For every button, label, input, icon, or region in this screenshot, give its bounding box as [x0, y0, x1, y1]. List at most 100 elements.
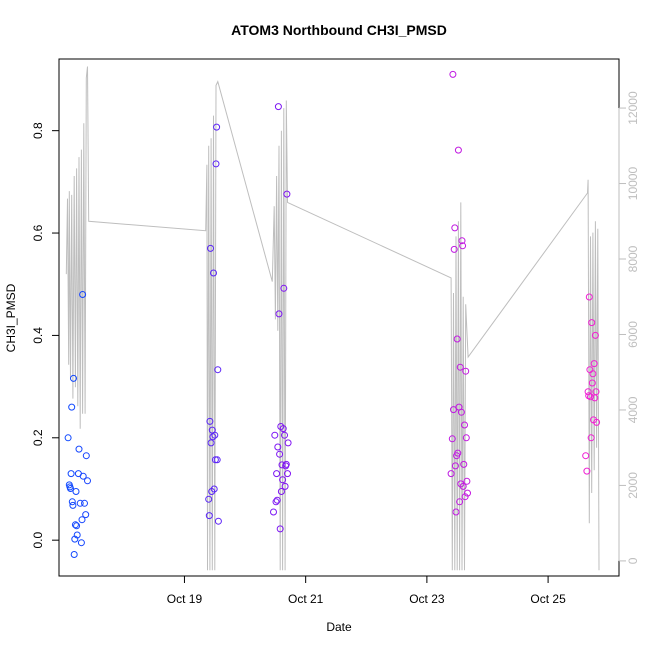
- data-point: [591, 331, 599, 339]
- data-point: [284, 439, 292, 447]
- data-point: [456, 363, 464, 371]
- data-point: [82, 452, 90, 460]
- data-point: [451, 224, 459, 232]
- data-point: [68, 498, 76, 506]
- data-point: [464, 489, 471, 497]
- data-point: [451, 462, 459, 470]
- data-point: [207, 439, 215, 447]
- data-point: [213, 123, 221, 131]
- data-point: [69, 501, 77, 509]
- data-point: [593, 418, 601, 426]
- data-point: [276, 525, 284, 533]
- data-point: [81, 499, 88, 507]
- data-point: [448, 435, 456, 443]
- data-point: [214, 366, 222, 374]
- chart-title: ATOM3 Northbound CH3I_PMSD: [231, 22, 447, 38]
- data-point: [462, 367, 470, 375]
- data-point: [77, 539, 85, 547]
- data-point: [71, 521, 79, 529]
- data-point: [456, 498, 464, 506]
- data-point: [280, 284, 288, 292]
- data-point: [452, 508, 460, 516]
- data-point: [454, 146, 462, 154]
- data-point: [589, 370, 597, 378]
- data-point: [463, 477, 471, 485]
- data-point: [272, 498, 280, 506]
- data-point: [274, 103, 282, 111]
- data-point: [447, 470, 455, 478]
- data-point: [64, 434, 72, 442]
- data-point: [78, 516, 86, 524]
- data-point: [459, 242, 467, 250]
- data-point: [79, 291, 87, 298]
- data-point: [279, 476, 287, 484]
- data-point: [68, 403, 76, 411]
- data-point: [449, 70, 457, 78]
- data-point: [582, 452, 590, 460]
- data-point: [461, 493, 469, 501]
- y2-tick-label: 12000: [626, 91, 640, 125]
- data-point: [587, 393, 594, 401]
- data-point: [210, 269, 217, 277]
- data-point: [67, 470, 75, 478]
- data-point: [460, 460, 468, 468]
- data-point: [271, 431, 279, 439]
- data-point: [205, 495, 213, 503]
- y2-tick-label: 0: [626, 557, 640, 564]
- data-point: [273, 496, 281, 504]
- data-point: [72, 488, 80, 495]
- data-point: [283, 190, 291, 198]
- data-point: [73, 522, 81, 530]
- data-point: [454, 449, 462, 457]
- data-point: [453, 335, 461, 343]
- data-point: [211, 431, 219, 439]
- data-point: [79, 472, 87, 480]
- data-point: [588, 379, 596, 387]
- altitude-line-layer: [65, 66, 600, 571]
- data-point: [210, 485, 218, 493]
- data-point: [84, 477, 91, 485]
- y2-tick-label: 10000: [626, 167, 640, 201]
- data-point: [70, 551, 78, 558]
- data-point: [281, 482, 289, 490]
- x-tick-label: Oct 23: [409, 592, 445, 606]
- data-point: [585, 293, 593, 301]
- data-point: [67, 485, 74, 492]
- data-point: [212, 160, 220, 168]
- data-point: [279, 425, 287, 433]
- y2-tick-label: 6000: [626, 321, 640, 348]
- y-axis: 0.0 0.2 0.4 0.6 0.8: [31, 122, 60, 549]
- data-point: [458, 237, 466, 245]
- data-point: [277, 488, 285, 495]
- data-point: [583, 467, 591, 475]
- data-point: [457, 408, 465, 416]
- y2-tick-label: 8000: [626, 245, 640, 272]
- data-point: [462, 434, 470, 442]
- y-axis-label: CH3I_PMSD: [4, 283, 18, 352]
- y-tick-label: 0.6: [31, 224, 45, 241]
- x-tick-label: Oct 21: [288, 592, 324, 606]
- data-point: [270, 508, 277, 516]
- y-tick-label: 0.4: [31, 327, 45, 344]
- data-point: [592, 388, 600, 396]
- data-point: [209, 433, 217, 441]
- data-point: [278, 461, 286, 469]
- altitude-line: [65, 66, 600, 571]
- data-point: [461, 421, 468, 429]
- data-point: [76, 499, 84, 507]
- data-point: [459, 482, 467, 490]
- y2-tick-label: 2000: [626, 472, 640, 499]
- data-point: [276, 450, 284, 458]
- data-point: [450, 406, 457, 414]
- data-point: [206, 417, 214, 425]
- x-tick-label: Oct 19: [167, 592, 203, 606]
- data-point: [82, 511, 90, 519]
- data-point: [588, 319, 596, 327]
- data-point: [273, 470, 281, 478]
- y-tick-label: 0.8: [31, 122, 45, 139]
- data-point: [282, 460, 290, 468]
- data-points-layer: [64, 70, 601, 558]
- data-point: [281, 431, 288, 439]
